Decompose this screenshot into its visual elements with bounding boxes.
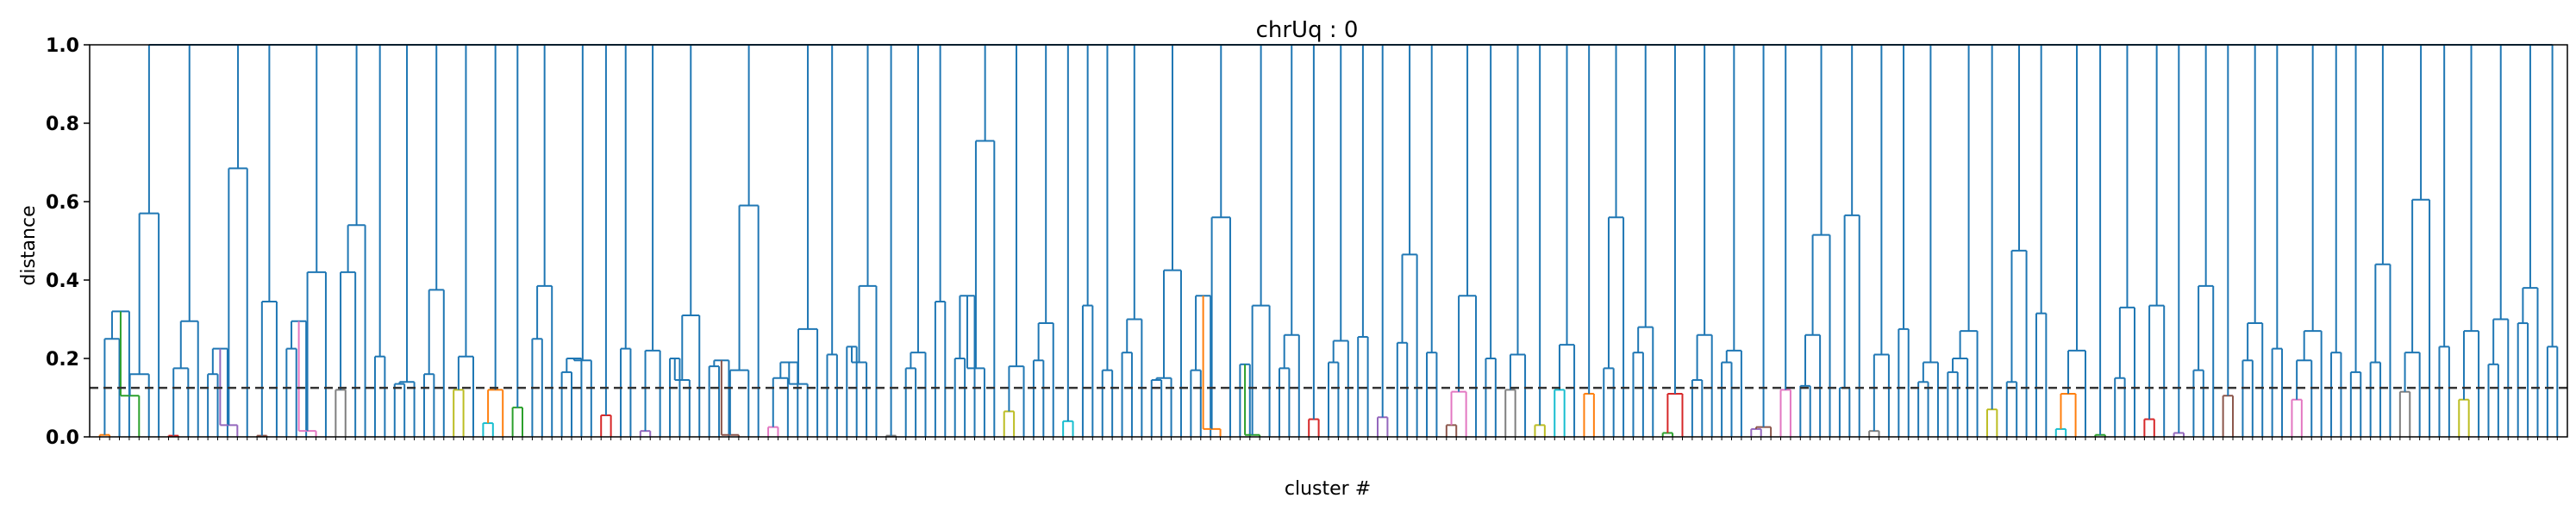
y-tick-label: 0.2	[46, 349, 79, 371]
dendrogram-links	[98, 44, 2559, 437]
chart-title: chrUq : 0	[1256, 17, 1359, 43]
y-tick-label: 0.8	[46, 114, 79, 135]
x-axis-leaf-labels	[99, 437, 2558, 440]
y-tick-label: 0.0	[46, 427, 79, 449]
y-tick-label: 0.6	[46, 192, 79, 214]
y-axis-label: distance	[18, 205, 40, 285]
y-tick-label: 0.4	[46, 271, 79, 292]
y-tick-label: 1.0	[46, 35, 79, 57]
x-axis-label: cluster #	[1285, 478, 1371, 500]
y-axis: 0.0 0.2 0.4 0.6 0.8 1.0	[46, 35, 90, 449]
